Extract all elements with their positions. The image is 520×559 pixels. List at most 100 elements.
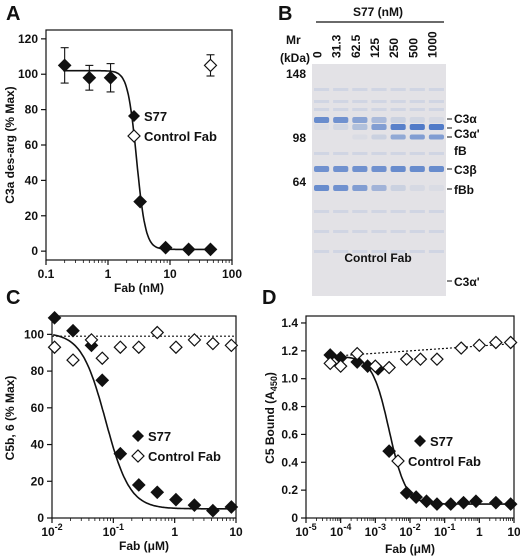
gel-faint-band [428,108,444,111]
gel-faint-band [409,152,425,155]
gel-band-fBb [314,185,330,191]
gel-faint-band [371,230,387,233]
panel-c-xtick-label: 10-2 [41,522,62,539]
legend-s77: S77 [144,109,167,124]
panel-d-point-s77 [350,355,365,369]
panel-d-chart: Fab (μM) C5 Bound (A450) 0 0.2 0.4 0.6 0.8 1.… [263,315,520,556]
gel-band-c3a_prime [314,124,330,130]
panel-a-ytick-label: 80 [25,103,39,117]
panel-d-fit-curve [329,355,512,505]
gel-faint-band [409,230,425,233]
gel-faint-band [409,108,425,111]
gel-band-labels: C3α C3α' fB C3β fBb [447,112,480,197]
panel-c-frame [51,315,237,519]
panel-a-xtick-label: 1 [105,267,112,281]
panel-d-xtick-label: 1 [476,525,483,539]
legend-control-marker [127,129,141,143]
gel-faint-band [428,230,444,233]
panel-c-point-s77 [150,485,165,500]
panel-c-point-control [206,336,220,351]
gel-faint-band [314,108,330,111]
panel-letter-a: A [6,3,20,25]
panel-c-xlabel: Fab (μM) [119,539,169,553]
panel-c-point-s77 [169,492,183,507]
gel-faint-band [352,108,368,111]
gel-band-fBb [390,185,406,191]
panel-d-ytick-label: 1.2 [281,344,298,358]
gel-band-c3a [352,117,368,123]
band-label-c3a-prime: C3α' [454,127,480,141]
panel-a-ytick-label: 120 [18,32,38,46]
gel-faint-band [390,250,406,253]
panel-a-ytick-label: 0 [31,244,38,258]
panel-c-chart: Fab (μM) C5b, 6 (% Max) 0 20 40 60 80 100 10-… [3,310,243,553]
gel-faint-band [428,250,444,253]
panel-a-legend: S77 Control Fab [127,109,217,144]
panel-c-fit-curve [53,334,233,510]
gel-band-c3a_prime [333,124,349,130]
panel-d-point-control [489,335,503,350]
gel-band-fBb [409,185,425,191]
gel-band-c3a [409,117,425,123]
panel-a-point-control [203,58,218,73]
gel-faint-band [409,100,425,103]
panel-c-point-s77 [206,503,220,518]
gel-band-fBb [333,185,349,191]
gel-faint-band [428,100,444,103]
marker-64: 64 [293,175,307,189]
panel-d-ytick-label: 0.2 [281,483,298,497]
panel-c-point-s77 [113,446,128,461]
legend-control: Control Fab [144,129,217,144]
panel-d-point-s77 [419,494,434,509]
panel-c-point-control [113,340,128,355]
panel-d-ylabel: C5 Bound (A450) [263,372,279,464]
band-label-c3a: C3α [454,112,477,126]
panel-d-point-control [472,338,487,353]
gel-band-fB [409,134,425,140]
gel-faint-band [409,88,425,91]
gel-faint-band [333,210,349,213]
panel-d-xtick-label: 10 [507,525,520,539]
gel-band-c3b [314,166,330,172]
panel-c-point-s77 [47,310,62,325]
gel-lane-label: 0 [311,51,325,58]
marker-148: 148 [286,67,306,81]
gel-lane-label: 1000 [425,31,439,58]
gel-faint-band [333,100,349,103]
panel-c-ytick-label: 0 [37,511,44,525]
panel-a-xtick-label: 100 [222,267,242,281]
gel-band-c3a [390,117,406,123]
gel-faint-band [428,210,444,213]
gel-faint-band [314,100,330,103]
panel-c-point-control [131,340,146,355]
panel-d-ytick-label: 0 [291,511,298,525]
gel-header: S77 (nM) [353,5,403,19]
gel-band-c3a_prime [409,124,425,130]
gel-lane-label: 125 [368,38,382,58]
panel-c-ytick-label: 20 [31,474,45,488]
panel-c-point-control [224,338,239,353]
panel-a-point-s77 [82,70,97,85]
gel-mr-label: Mr [286,33,301,47]
panel-a-ytick-label: 40 [25,173,39,187]
panel-a-xtick-label: 10 [163,267,177,281]
panel-d-point-control [454,341,469,355]
panel-c-xtick-label: 10 [229,525,243,539]
legend-d-control: Control Fab [408,454,481,469]
panel-letter-c: C [6,287,20,309]
gel-faint-band [371,250,387,253]
gel-band-c3b [371,166,387,172]
gel-faint-band [428,152,444,155]
gel-faint-band [314,250,330,253]
panel-d-ytick-label: 1.0 [281,372,298,386]
gel-faint-band [314,210,330,213]
gel-faint-band [390,152,406,155]
panel-d-point-control [503,335,518,350]
panel-d-xtick-label: 10-3 [365,522,386,539]
gel-band-fB [428,134,444,140]
gel-band-fB [352,134,368,140]
panel-d-ytick-label: 0.4 [281,455,298,469]
panel-a-ytick-label: 60 [25,138,39,152]
panel-c-point-control [84,333,99,347]
